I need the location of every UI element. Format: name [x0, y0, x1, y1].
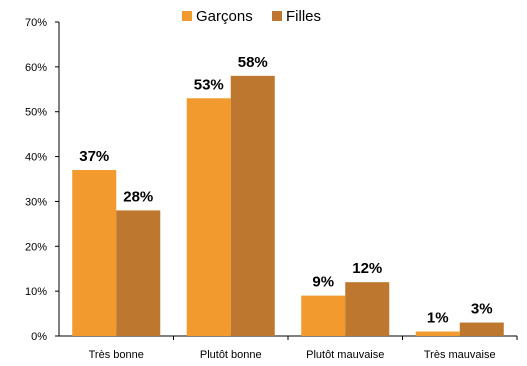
bar-filles — [345, 282, 390, 336]
legend-label: Garçons — [196, 8, 253, 25]
bar-filles — [459, 322, 504, 336]
legend-swatch — [272, 11, 282, 21]
data-label: 3% — [471, 301, 493, 318]
y-tick-label: 40% — [25, 152, 47, 164]
x-tick-label: Plutôt mauvaise — [306, 349, 384, 361]
data-label: 37% — [79, 148, 109, 165]
bar-garcons — [72, 170, 117, 336]
y-tick-label: 10% — [25, 286, 47, 298]
data-label: 58% — [238, 54, 268, 71]
bars — [72, 75, 504, 336]
x-tick-label: Plutôt bonne — [200, 349, 262, 361]
bar-garcons — [415, 331, 460, 336]
y-tick-label: 70% — [25, 17, 47, 29]
x-tick-label: Très bonne — [89, 349, 144, 361]
y-tick-label: 20% — [25, 241, 47, 253]
bar-filles — [116, 210, 161, 336]
bar-garcons — [186, 98, 231, 336]
data-label: 28% — [123, 188, 153, 205]
data-label: 12% — [352, 260, 382, 277]
bar-garcons — [301, 295, 346, 336]
data-label: 1% — [427, 310, 449, 327]
legend: Garçons Filles — [182, 8, 321, 25]
y-tick-label: 60% — [25, 62, 47, 74]
legend-swatch — [182, 11, 192, 21]
y-tick-label: 50% — [25, 107, 47, 119]
legend-label: Filles — [286, 8, 321, 25]
data-labels: 37% 28% 53% 58% 9% 12% 1% 3% — [79, 54, 492, 327]
x-tick-label: Très mauvaise — [424, 349, 496, 361]
bar-filles — [230, 75, 275, 336]
axes: 0% 10% 20% 30% 40% 50% 60% 70% Très bonne Plutôt … — [25, 17, 518, 361]
data-label: 9% — [312, 274, 334, 291]
y-tick-label: 0% — [31, 331, 47, 343]
y-tick-label: 30% — [25, 196, 47, 208]
data-label: 53% — [194, 76, 224, 93]
